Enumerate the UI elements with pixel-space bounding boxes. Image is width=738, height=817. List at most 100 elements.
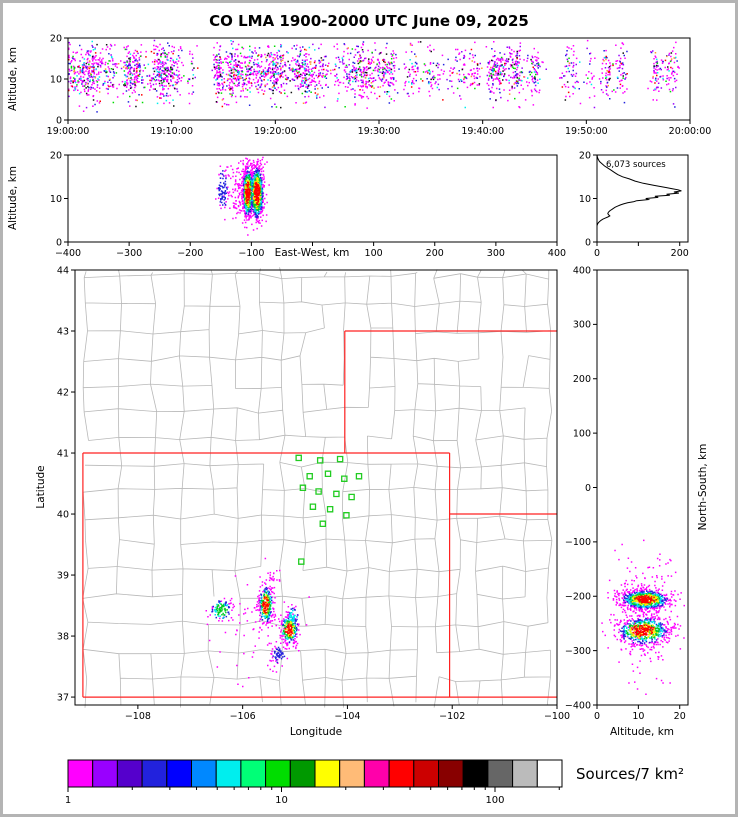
time_height-points bbox=[68, 39, 677, 109]
tick-label: 38 bbox=[57, 631, 69, 642]
tick-label: 20 bbox=[674, 711, 686, 722]
colorbar-label: Sources/7 km² bbox=[576, 765, 684, 783]
tick-label: 37 bbox=[57, 692, 69, 703]
tick-label: 10 bbox=[50, 74, 62, 85]
map-points bbox=[215, 591, 297, 639]
colorbar-cell bbox=[191, 759, 217, 788]
colorbar-cell bbox=[388, 759, 415, 788]
colorbar-cell bbox=[116, 759, 143, 788]
colorbar-tick-label: 10 bbox=[275, 795, 288, 806]
state-borders bbox=[82, 330, 557, 698]
tick-label: −200 bbox=[177, 248, 203, 259]
colorbar-cell bbox=[166, 759, 193, 788]
tick-label: 400 bbox=[548, 248, 566, 259]
tick-label: 42 bbox=[57, 387, 69, 398]
tick-label: −300 bbox=[565, 646, 591, 657]
ew-panel-xlabel: East-West, km bbox=[275, 247, 350, 259]
tick-label: 19:40:00 bbox=[461, 126, 504, 137]
tick-label: 40 bbox=[57, 509, 69, 520]
tick-label: −102 bbox=[439, 711, 465, 722]
tick-label: 100 bbox=[573, 428, 591, 439]
tick-label: 19:50:00 bbox=[565, 126, 608, 137]
tick-label: −200 bbox=[565, 592, 591, 603]
tick-label: 10 bbox=[579, 194, 591, 205]
altitude-histogram-line bbox=[596, 154, 682, 229]
lma-station-markers bbox=[295, 454, 363, 565]
tick-label: 20 bbox=[50, 150, 62, 161]
figure-title: CO LMA 1900-2000 UTC June 09, 2025 bbox=[209, 12, 529, 30]
county-boundaries bbox=[82, 267, 553, 708]
tick-label: 20 bbox=[50, 33, 62, 44]
tick-label: 19:20:00 bbox=[254, 126, 297, 137]
colorbar-cell bbox=[289, 759, 316, 788]
tick-label: 44 bbox=[57, 265, 69, 276]
time_height-points bbox=[68, 39, 680, 112]
tick-label: 300 bbox=[573, 320, 591, 331]
ew_height-points bbox=[215, 156, 270, 236]
ew_height-points bbox=[217, 167, 264, 219]
colorbar-cell bbox=[67, 759, 94, 788]
tick-label: 200 bbox=[671, 248, 689, 259]
tick-label: −400 bbox=[565, 700, 591, 711]
tick-label: −100 bbox=[544, 711, 570, 722]
tick-label: 19:10:00 bbox=[150, 126, 193, 137]
tick-label: 0 bbox=[585, 483, 591, 494]
ns_height-points bbox=[601, 539, 685, 695]
tick-label: 41 bbox=[57, 448, 69, 459]
map-points bbox=[262, 596, 294, 637]
ns-panel-xlabel: Altitude, km bbox=[610, 726, 674, 738]
ew_height-points bbox=[244, 181, 261, 206]
tick-label: 10 bbox=[50, 194, 62, 205]
colorbar-cell bbox=[265, 759, 291, 788]
tick-label: −300 bbox=[116, 248, 142, 259]
tick-label: 200 bbox=[426, 248, 444, 259]
ew_height-border bbox=[67, 154, 558, 243]
labels-layer: CO LMA 1900-2000 UTC June 09, 2025 Altit… bbox=[7, 12, 709, 783]
ew-panel-ylabel: Altitude, km bbox=[7, 166, 19, 230]
tick-label: 19:30:00 bbox=[358, 126, 401, 137]
tick-label: −104 bbox=[334, 711, 360, 722]
colorbar-cell bbox=[462, 759, 489, 788]
tick-label: 300 bbox=[487, 248, 505, 259]
tick-label: 39 bbox=[57, 570, 69, 581]
colorbar-cell bbox=[536, 759, 563, 788]
time_height-border bbox=[67, 37, 691, 121]
tick-label: −400 bbox=[55, 248, 81, 259]
tick-label: 20 bbox=[579, 150, 591, 161]
colorbar-cell bbox=[339, 759, 365, 788]
tick-label: −100 bbox=[238, 248, 264, 259]
colorbar-cell bbox=[438, 759, 464, 788]
tick-label: 10 bbox=[632, 711, 644, 722]
colorbar-cell bbox=[215, 759, 242, 788]
colorbar-cell bbox=[413, 759, 439, 788]
tick-label: 20:00:00 bbox=[669, 126, 712, 137]
tick-label: −106 bbox=[230, 711, 256, 722]
ns_height-points bbox=[631, 595, 657, 637]
tick-label: 0 bbox=[56, 237, 62, 248]
colorbar-cell bbox=[240, 759, 267, 788]
colorbar-tick-label: 100 bbox=[485, 795, 504, 806]
tick-label: 400 bbox=[573, 265, 591, 276]
map-points bbox=[205, 557, 310, 688]
time-panel-ylabel: Altitude, km bbox=[7, 47, 19, 111]
tick-label: −108 bbox=[125, 711, 151, 722]
time_height-points bbox=[72, 41, 673, 109]
colorbar-cell bbox=[141, 759, 168, 788]
tick-label: 19:00:00 bbox=[47, 126, 90, 137]
tick-label: 200 bbox=[573, 374, 591, 385]
colorbar-cell bbox=[314, 759, 341, 788]
colorbar-cell bbox=[363, 759, 390, 788]
map-border bbox=[74, 269, 558, 706]
tick-label: 0 bbox=[594, 711, 600, 722]
tick-label: 0 bbox=[594, 248, 600, 259]
colorbar-cell bbox=[92, 759, 118, 788]
colorbar-cell bbox=[512, 759, 538, 788]
tick-label: 43 bbox=[57, 326, 69, 337]
colorbar-cell bbox=[487, 759, 514, 788]
colorbar-tick-label: 1 bbox=[65, 795, 71, 806]
map-ylabel: Latitude bbox=[35, 465, 47, 508]
tick-label: 0 bbox=[56, 115, 62, 126]
